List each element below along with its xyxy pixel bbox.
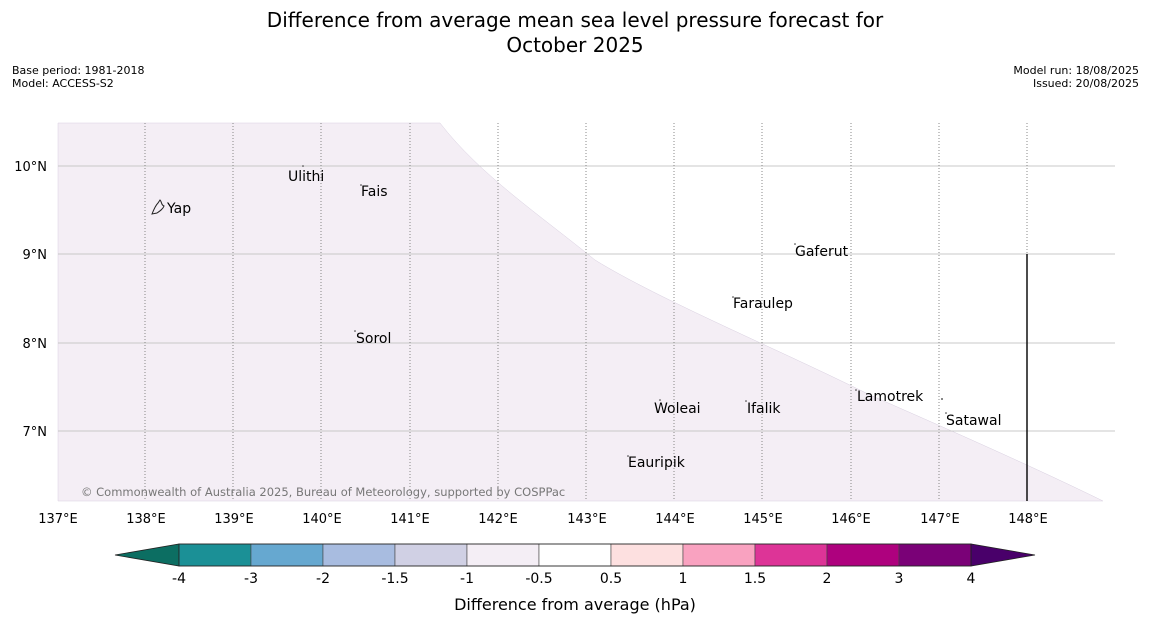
colorbar-tick: 0.5 xyxy=(600,571,622,587)
colorbar-segment xyxy=(466,543,540,567)
lon-label: 139°E xyxy=(214,512,254,527)
lon-label: 147°E xyxy=(920,512,960,527)
lat-label: 7°N xyxy=(23,425,48,440)
lon-label: 141°E xyxy=(390,512,430,527)
gaferut-marker xyxy=(794,243,796,245)
base-period-text: Base period: 1981-2018 xyxy=(12,64,145,77)
colorbar-segment xyxy=(610,543,684,567)
place-woleai: Woleai xyxy=(654,401,701,417)
colorbar-segment xyxy=(394,543,468,567)
colorbar-tick: -0.5 xyxy=(525,571,552,587)
eauripik-marker xyxy=(627,455,629,457)
yap-island-outline xyxy=(151,199,165,215)
meta-right: Model run: 18/08/2025 Issued: 20/08/2025 xyxy=(1013,64,1139,90)
lon-label: 145°E xyxy=(743,512,783,527)
place-ifalik: Ifalik xyxy=(747,401,781,417)
colorbar-segment xyxy=(322,543,396,567)
place-faraulep: Faraulep xyxy=(733,296,793,312)
colorbar-tick: -2 xyxy=(316,571,330,587)
colorbar-tick: 1 xyxy=(679,571,688,587)
colorbar: -4 -3 -2 -1.5 -1 -0.5 0.5 1 1.5 2 3 4 Di… xyxy=(114,543,1036,614)
faraulep-marker xyxy=(732,296,734,298)
lamotrek-east-marker xyxy=(941,398,943,400)
lat-label: 9°N xyxy=(23,248,48,263)
lon-label: 143°E xyxy=(567,512,607,527)
colorbar-low-extension xyxy=(114,543,180,567)
woleai-marker xyxy=(659,399,661,401)
colorbar-tick: 1.5 xyxy=(744,571,766,587)
lon-label: 140°E xyxy=(302,512,342,527)
lon-label: 142°E xyxy=(478,512,518,527)
sorol-marker xyxy=(354,330,356,332)
lon-label: 146°E xyxy=(831,512,871,527)
lon-label: 148°E xyxy=(1008,512,1048,527)
model-text: Model: ACCESS-S2 xyxy=(12,77,114,90)
fais-marker xyxy=(360,184,362,186)
latitude-labels: 10°N 9°N 8°N 7°N xyxy=(14,160,47,440)
place-yap: Yap xyxy=(166,201,191,217)
colorbar-segment xyxy=(178,543,252,567)
place-eauripik: Eauripik xyxy=(628,455,686,471)
colorbar-tick: -1 xyxy=(460,571,474,587)
place-fais: Fais xyxy=(361,184,388,200)
colorbar-tick-labels: -4 -3 -2 -1.5 -1 -0.5 0.5 1 1.5 2 3 4 xyxy=(172,571,976,587)
issued-text: Issued: 20/08/2025 xyxy=(1032,77,1139,90)
colorbar-frame xyxy=(178,543,972,567)
title-line-1: Difference from average mean sea level p… xyxy=(266,8,884,32)
ifalik-marker xyxy=(745,400,747,402)
colorbar-tick: 3 xyxy=(895,571,904,587)
colorbar-high-extension xyxy=(970,543,1036,567)
place-satawal: Satawal xyxy=(946,413,1001,429)
colorbar-segment xyxy=(754,543,828,567)
ulithi-marker xyxy=(302,165,304,167)
place-ulithi: Ulithi xyxy=(288,169,324,185)
colorbar-segment xyxy=(826,543,900,567)
place-labels: Ulithi Fais Yap Gaferut Faraulep Sorol L… xyxy=(166,169,1001,471)
colorbar-segment xyxy=(538,543,612,567)
colorbar-tick: 2 xyxy=(823,571,832,587)
meta-left: Base period: 1981-2018 Model: ACCESS-S2 xyxy=(12,64,144,90)
colorbar-label: Difference from average (hPa) xyxy=(454,595,696,614)
place-sorol: Sorol xyxy=(356,331,391,347)
place-lamotrek: Lamotrek xyxy=(857,389,924,405)
map-title: Difference from average mean sea level p… xyxy=(0,8,1150,58)
lon-label: 138°E xyxy=(126,512,166,527)
lat-label: 10°N xyxy=(14,160,47,175)
place-gaferut: Gaferut xyxy=(795,244,849,260)
lamotrek-marker xyxy=(855,389,857,391)
colorbar-tick: -1.5 xyxy=(381,571,408,587)
lon-label: 144°E xyxy=(655,512,695,527)
title-line-2: October 2025 xyxy=(506,33,644,57)
colorbar-tick: -4 xyxy=(172,571,186,587)
island-markers xyxy=(302,165,947,457)
colorbar-segment xyxy=(898,543,972,567)
anomaly-region xyxy=(57,122,1104,502)
colorbar-tick: -3 xyxy=(244,571,258,587)
colorbar-segment xyxy=(250,543,324,567)
longitude-gridlines xyxy=(144,123,1028,501)
satawal-marker xyxy=(945,412,947,414)
copyright-text: © Commonwealth of Australia 2025, Bureau… xyxy=(81,485,565,499)
colorbar-segments xyxy=(178,543,972,567)
lat-label: 8°N xyxy=(23,337,48,352)
colorbar-tick: 4 xyxy=(967,571,976,587)
model-run-text: Model run: 18/08/2025 xyxy=(1013,64,1139,77)
lon-label: 137°E xyxy=(38,512,78,527)
longitude-labels: 137°E 138°E 139°E 140°E 141°E 142°E 143°… xyxy=(38,512,1048,527)
colorbar-segment xyxy=(682,543,756,567)
